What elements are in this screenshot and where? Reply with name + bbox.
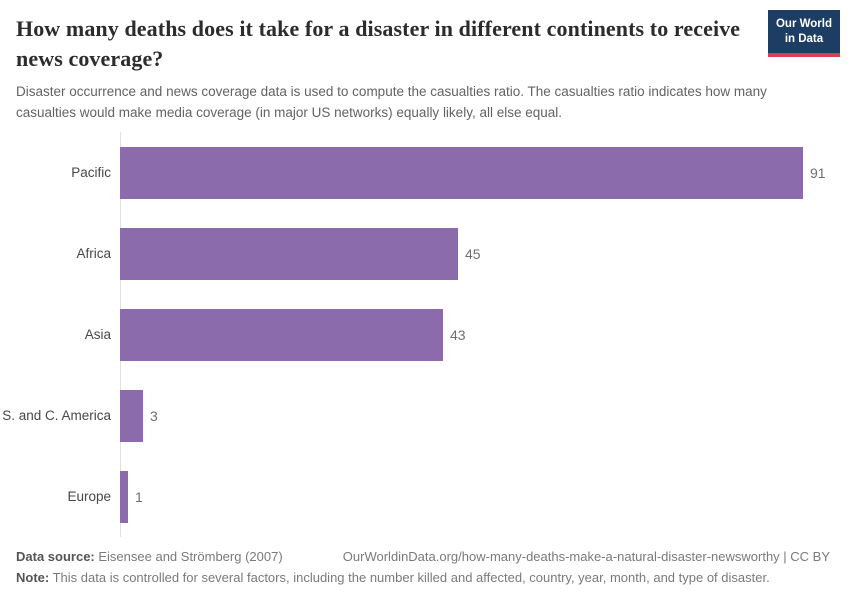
value-label: 91 [810, 164, 826, 181]
bar-row: Pacific 91 [0, 132, 850, 213]
category-label: S. and C. America [2, 408, 111, 424]
chart-subtitle: Disaster occurrence and news coverage da… [16, 84, 767, 121]
page-title: How many deaths does it take for a disas… [16, 16, 741, 71]
value-label: 43 [450, 326, 466, 343]
logo-line2: in Data [784, 32, 824, 45]
bar-row: S. and C. America 3 [0, 375, 850, 456]
chart-header: How many deaths does it take for a disas… [0, 0, 850, 124]
value-label: 3 [150, 407, 158, 424]
bar-asia[interactable] [120, 308, 443, 361]
bar-row: Europe 1 [0, 456, 850, 537]
category-label: Pacific [71, 165, 111, 181]
bar-s-and-c-america[interactable] [120, 389, 143, 442]
data-source-value: Eisensee and Strömberg (2007) [98, 549, 283, 565]
category-label: Europe [67, 489, 111, 505]
bar-row: Africa 45 [0, 213, 850, 294]
owid-logo[interactable]: Our World in Data [767, 10, 840, 57]
logo-line1: Our World [775, 18, 832, 30]
value-label: 1 [135, 488, 143, 505]
chart-footer: Data source: Eisensee and Strömberg (200… [0, 537, 850, 585]
bar-europe[interactable] [120, 470, 128, 523]
bar-africa[interactable] [120, 227, 458, 280]
value-label: 45 [465, 245, 481, 262]
data-source-label: Data source: [16, 549, 95, 565]
data-source: Data source: Eisensee and Strömberg (200… [16, 549, 283, 564]
bar-pacific[interactable] [120, 146, 803, 199]
note-text: This data is controlled for several fact… [52, 570, 770, 586]
category-label: Asia [84, 327, 111, 343]
source-row: Data source: Eisensee and Strömberg (200… [16, 549, 830, 564]
bar-chart: Pacific 91 Africa 45 Asia 43 S. and C. America… [0, 132, 850, 538]
note-row: Note: This data is controlled for severa… [16, 570, 830, 585]
category-label: Africa [76, 246, 111, 262]
bar-row: Asia 43 [0, 294, 850, 375]
chart-url-link[interactable]: OurWorldinData.org/how-many-deaths-make-… [342, 549, 830, 565]
note-label: Note: [16, 570, 50, 586]
